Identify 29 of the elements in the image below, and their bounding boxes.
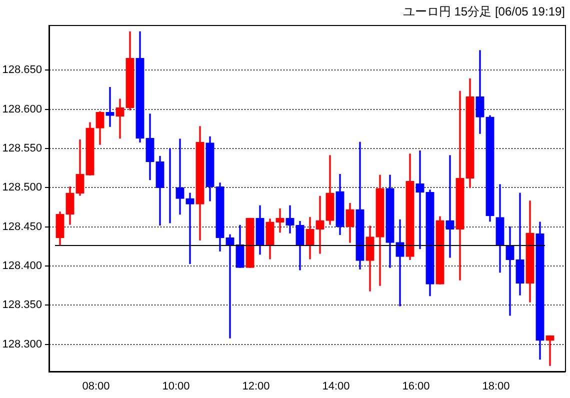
candlestick [476, 50, 484, 134]
x-tick-label: 08:00 [82, 380, 110, 392]
candlestick [316, 196, 324, 254]
candlestick [516, 192, 524, 296]
x-tick-label: 16:00 [402, 380, 430, 392]
x-tick-label: 18:00 [482, 380, 510, 392]
y-tick-label: 128.500 [2, 182, 42, 194]
chart-title: ユーロ円 15分足 [06/05 19:19] [402, 4, 565, 19]
y-tick-label: 128.550 [2, 142, 42, 154]
candlestick [276, 208, 284, 233]
y-tick-label: 128.450 [2, 220, 42, 233]
y-tick-label: 128.300 [2, 338, 42, 350]
candlestick [416, 150, 424, 250]
x-tick-label: 10:00 [162, 380, 190, 392]
candlestick [176, 138, 184, 215]
x-tick-label: 12:00 [242, 380, 270, 392]
candlestick [546, 335, 554, 366]
candlestick [116, 98, 124, 139]
candlestick [446, 155, 454, 258]
candlestick [396, 219, 404, 306]
candlestick [506, 226, 514, 316]
candlestick [186, 192, 194, 264]
candlestick [226, 234, 234, 338]
candlestick [106, 86, 114, 127]
y-tick-label: 128.350 [2, 299, 42, 312]
y-tick-label: 128.400 [2, 260, 42, 272]
y-tick-label: 128.650 [2, 64, 42, 76]
x-tick-label: 14:00 [322, 380, 350, 392]
y-tick-label: 128.600 [2, 103, 42, 116]
